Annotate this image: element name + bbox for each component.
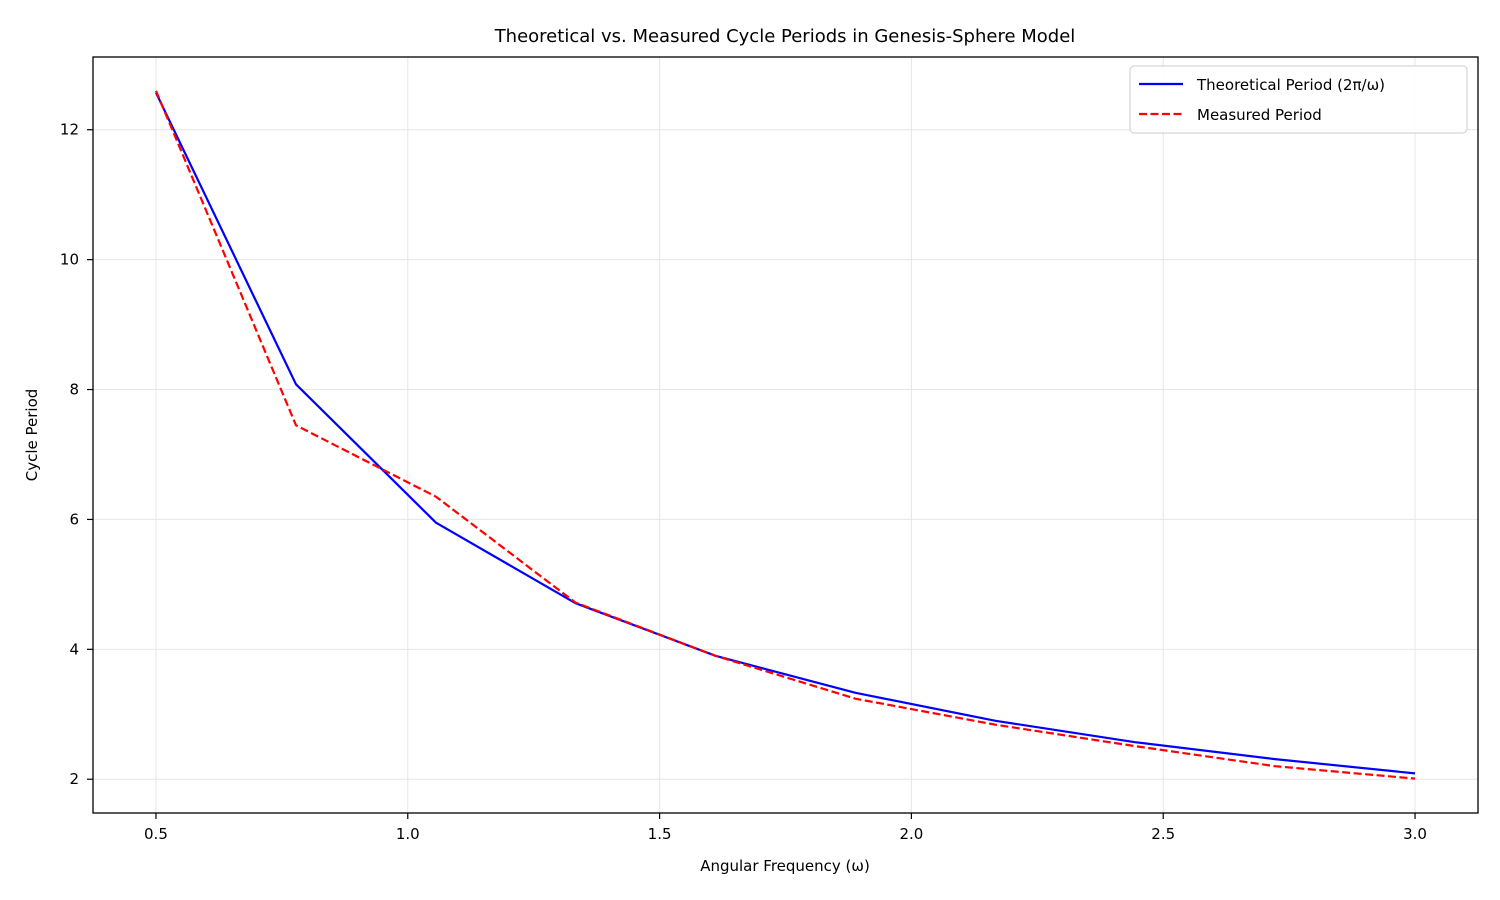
data-point	[435, 521, 437, 523]
x-tick-label: 0.5	[144, 825, 168, 843]
x-tick-label: 1.5	[648, 825, 672, 843]
y-tick-label: 6	[69, 510, 79, 528]
y-tick-label: 8	[69, 381, 79, 399]
series-lines	[154, 90, 1416, 780]
x-tick-label: 2.5	[1151, 825, 1175, 843]
data-point	[1274, 765, 1276, 767]
y-tick-label: 4	[69, 640, 79, 658]
axis-ticks: 0.5 1.0 1.5 2.0 2.5 3.0 2 4 6 8 10 12	[60, 121, 1427, 843]
y-axis-label: Cycle Period	[23, 389, 41, 482]
x-tick-label: 2.0	[899, 825, 923, 843]
data-point	[1134, 745, 1136, 747]
y-tick-label: 10	[60, 251, 79, 269]
data-point	[1134, 741, 1136, 743]
data-point	[574, 601, 576, 603]
y-tick-label: 2	[69, 770, 79, 788]
data-point	[1274, 758, 1276, 760]
data-point	[295, 383, 297, 385]
data-point	[854, 692, 856, 694]
measured-period-line	[154, 90, 1416, 780]
data-point	[994, 723, 996, 725]
legend: Theoretical Period (2π/ω) Measured Perio…	[1129, 65, 1468, 134]
data-point	[295, 424, 297, 426]
legend-box	[1129, 65, 1468, 134]
data-point	[714, 655, 716, 657]
x-tick-label: 3.0	[1403, 825, 1427, 843]
theoretical-period-line	[155, 92, 1416, 775]
chart-title: Theoretical vs. Measured Cycle Periods i…	[494, 26, 1076, 47]
x-axis-label: Angular Frequency (ω)	[700, 857, 870, 875]
grid	[93, 57, 1478, 813]
legend-label-measured: Measured Period	[1197, 106, 1322, 124]
data-point	[435, 496, 437, 498]
data-point	[155, 90, 157, 92]
y-tick-label: 12	[60, 121, 79, 139]
data-point	[1414, 777, 1416, 779]
legend-label-theoretical: Theoretical Period (2π/ω)	[1196, 76, 1385, 94]
data-point	[1414, 772, 1416, 774]
data-point	[994, 720, 996, 722]
x-tick-label: 1.0	[396, 825, 420, 843]
plot-frame	[92, 56, 1479, 814]
data-point	[854, 697, 856, 699]
